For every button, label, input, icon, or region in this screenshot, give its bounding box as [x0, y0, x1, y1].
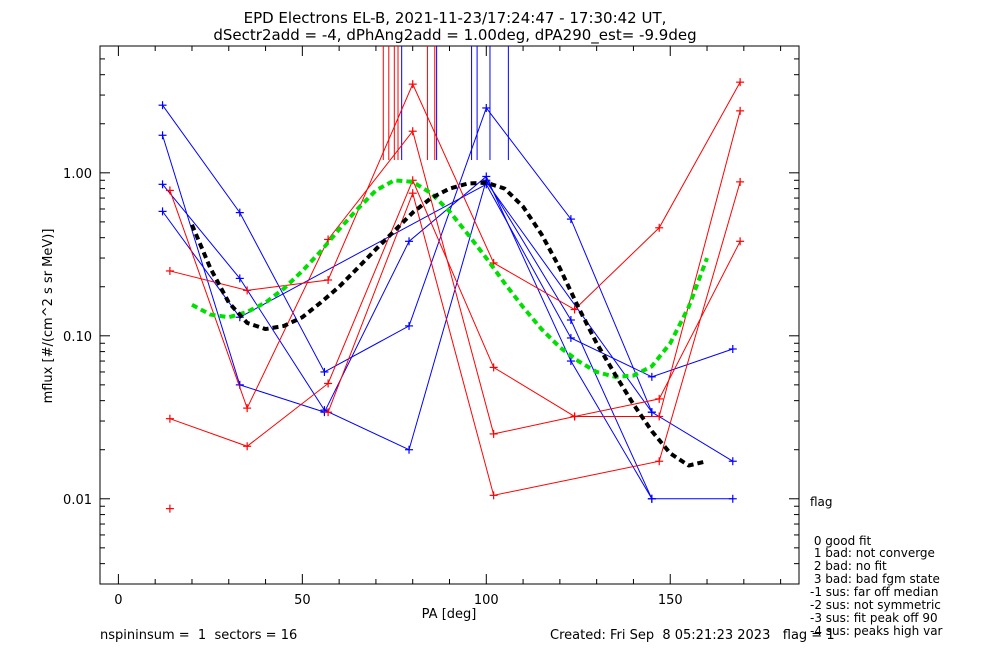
legend-title: flag — [810, 494, 833, 509]
axis-ticks: 0 50 100 150 0.01 0.10 1.00 — [63, 45, 799, 608]
data-point — [566, 215, 575, 224]
data-point — [408, 189, 417, 198]
data-point — [570, 305, 579, 314]
data-point — [243, 442, 252, 451]
legend-item: -1 sus: far off median — [810, 585, 939, 600]
data-point — [647, 494, 656, 503]
data-point — [655, 223, 664, 232]
x-tick-label: 100 — [474, 593, 499, 608]
data-point — [158, 180, 167, 189]
data-point — [566, 333, 575, 342]
data-point — [736, 78, 745, 87]
data-point — [566, 357, 575, 366]
data-point — [324, 275, 333, 284]
series-line — [327, 181, 741, 496]
legend-item: 2 bad: no fit — [810, 559, 887, 574]
legend-item: 1 bad: not converge — [810, 546, 935, 561]
legend-items: 0 good fit 1 bad: not converge 2 bad: no… — [810, 533, 943, 638]
data-point — [408, 127, 417, 136]
y-tick-label: 0.10 — [63, 330, 92, 345]
data-point — [736, 177, 745, 186]
x-tick-label: 0 — [114, 593, 122, 608]
data-point — [655, 457, 664, 466]
series-line — [162, 104, 653, 413]
fit-curve — [191, 178, 709, 379]
marker-lines — [382, 46, 509, 160]
chart-subtitle: dSectr2add = -4, dPhAng2add = 1.00deg, d… — [213, 26, 696, 45]
data-point — [165, 414, 174, 423]
series-line — [169, 179, 741, 447]
data-point — [324, 408, 333, 417]
series-line — [162, 179, 733, 500]
data-point — [570, 412, 579, 421]
data-point — [158, 131, 167, 140]
data-point — [243, 404, 252, 413]
data-point — [320, 367, 329, 376]
data-point — [405, 321, 414, 330]
legend-item: 3 bad: bad fgm state — [810, 572, 940, 587]
data-point — [736, 106, 745, 115]
data-point — [489, 363, 498, 372]
data-point — [647, 372, 656, 381]
legend-item: -4 sus: peaks high var — [810, 623, 943, 638]
data-point — [405, 445, 414, 454]
footer-left: nspininsum = 1 sectors = 16 — [100, 628, 298, 643]
y-tick-label: 0.01 — [63, 493, 92, 508]
data-point — [235, 274, 244, 283]
plot-frame — [99, 45, 800, 585]
series-line — [169, 81, 741, 311]
data-point — [482, 103, 491, 112]
x-tick-label: 50 — [294, 593, 311, 608]
data-point — [165, 504, 174, 513]
data-point — [235, 208, 244, 217]
data-point — [158, 207, 167, 216]
legend-item: 0 good fit — [810, 533, 872, 548]
series-line — [162, 183, 733, 378]
flag-legend: flag 0 good fit 1 bad: not converge 2 ba… — [810, 470, 942, 651]
fit-curves — [190, 178, 709, 468]
data-point — [405, 237, 414, 246]
legend-item: -2 sus: not symmetric — [810, 598, 941, 613]
data-point — [408, 80, 417, 89]
footer-right: Created: Fri Sep 8 05:21:23 2023 flag = … — [550, 628, 835, 643]
data-point — [728, 457, 737, 466]
series-line — [169, 110, 741, 435]
data-point — [566, 316, 575, 325]
data-point — [165, 266, 174, 275]
data-point — [728, 494, 737, 503]
data-point — [736, 237, 745, 246]
data-point — [655, 412, 664, 421]
data-point — [165, 186, 174, 195]
x-axis-label: PA [deg] — [422, 607, 477, 622]
data-point — [655, 394, 664, 403]
fit-curve — [190, 180, 708, 468]
legend-item: -3 sus: fit peak off 90 — [810, 610, 938, 625]
y-tick-label: 1.00 — [63, 167, 92, 182]
chart-title: EPD Electrons EL-B, 2021-11-23/17:24:47 … — [244, 9, 667, 27]
data-point — [324, 379, 333, 388]
data-series — [158, 78, 745, 513]
data-point — [728, 344, 737, 353]
y-axis-label: mflux [#/(cm^2 s sr MeV)] — [41, 229, 56, 404]
data-point — [489, 491, 498, 500]
series-line — [485, 181, 734, 462]
data-point — [489, 429, 498, 438]
x-tick-label: 150 — [658, 593, 683, 608]
data-point — [158, 101, 167, 110]
data-point — [320, 406, 329, 415]
data-point — [647, 408, 656, 417]
data-point — [243, 286, 252, 295]
